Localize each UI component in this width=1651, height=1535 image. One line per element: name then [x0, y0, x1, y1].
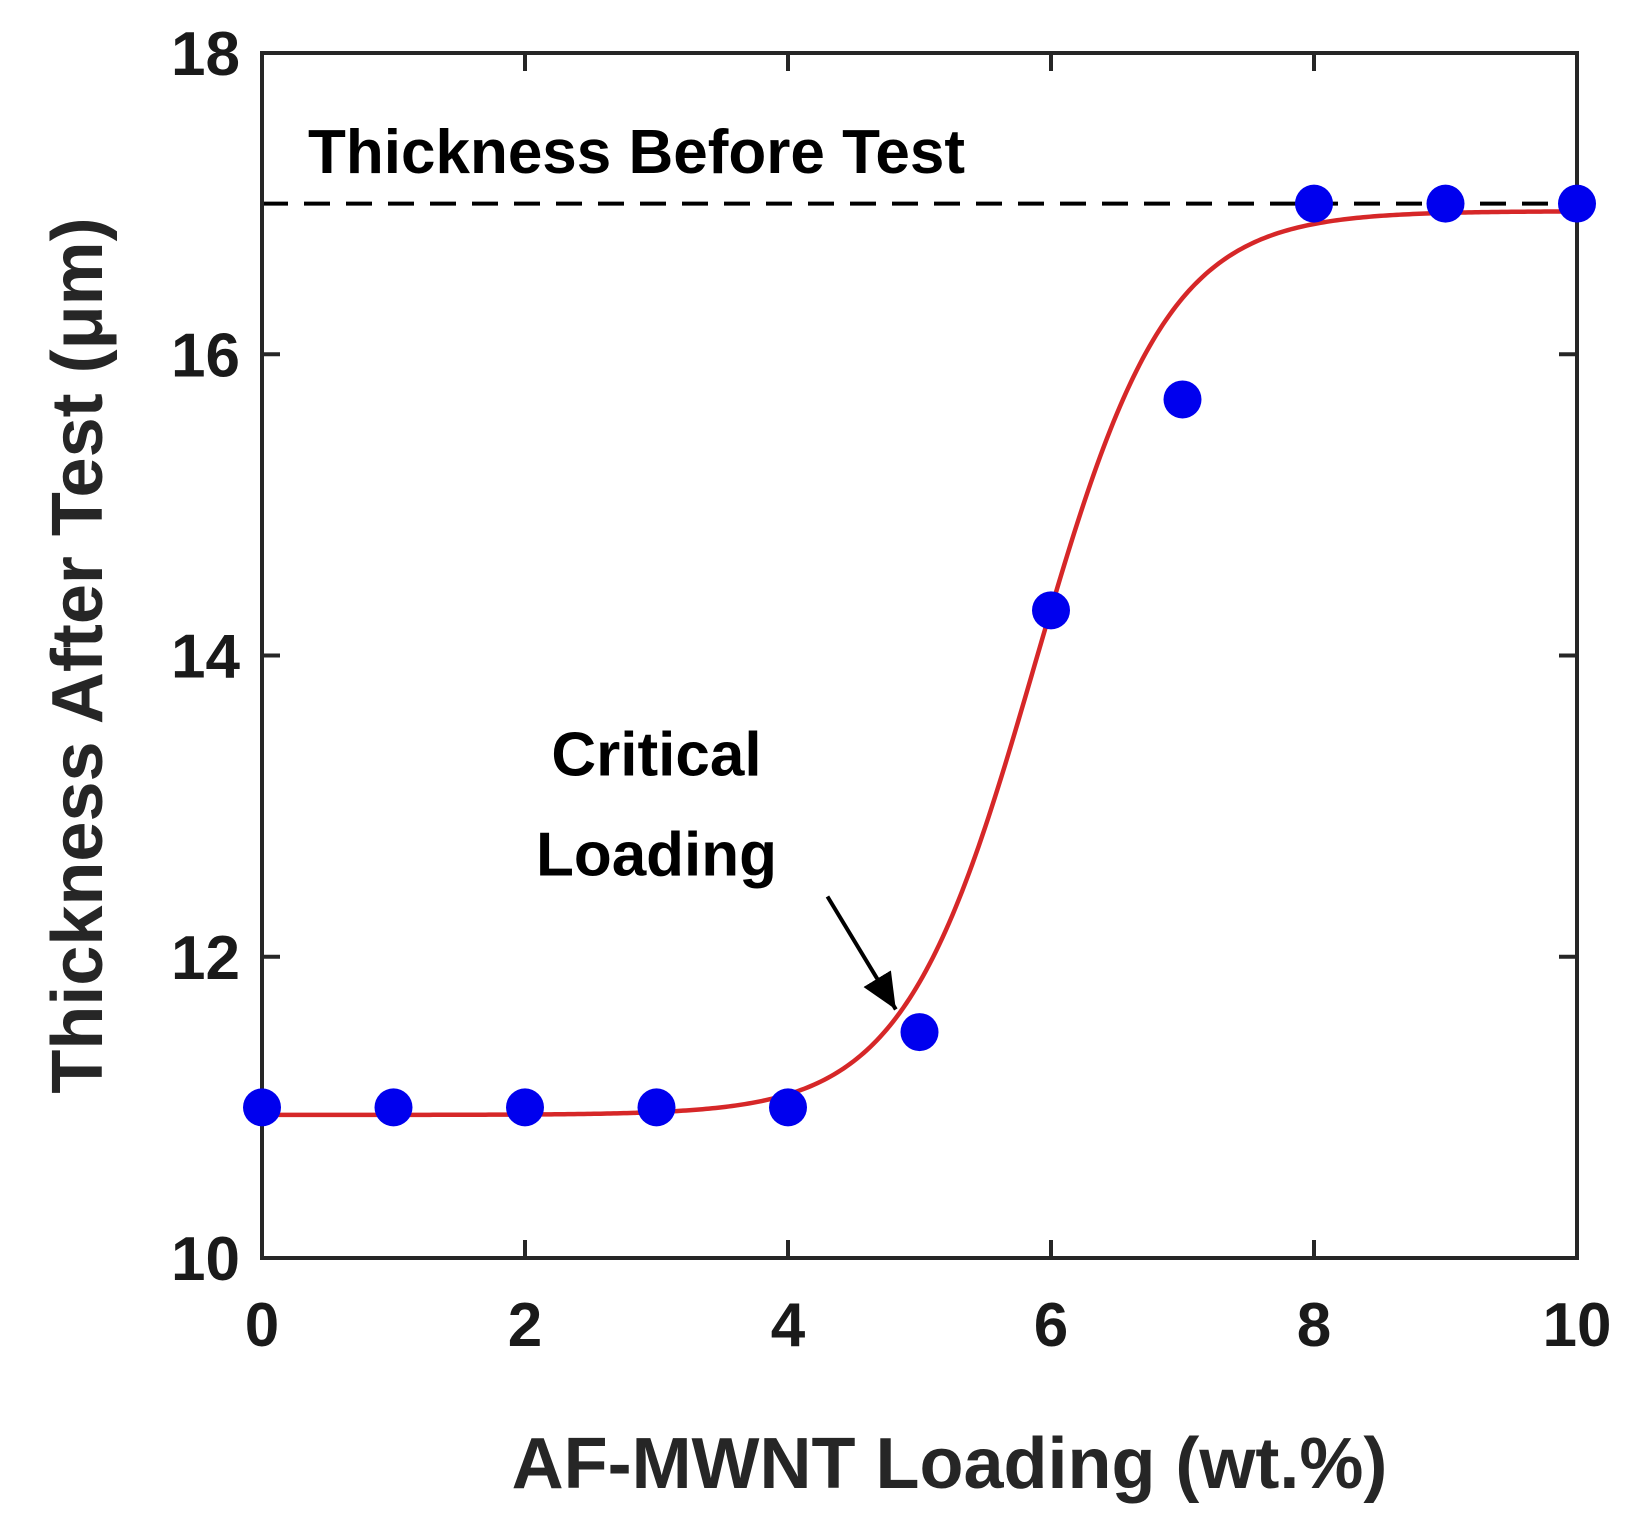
fit-curve-line — [262, 209, 1578, 1118]
x-axis-label: AF-MWNT Loading (wt.%) — [512, 1424, 1388, 1504]
y-tick-label: 14 — [171, 623, 240, 692]
data-point — [374, 1088, 413, 1127]
x-tick-label: 6 — [1034, 1291, 1068, 1360]
x-tick-label: 0 — [245, 1291, 279, 1360]
y-tick-label: 16 — [171, 321, 240, 390]
y-tick-label: 10 — [171, 1225, 240, 1294]
data-point — [243, 1088, 281, 1127]
y-tick-label: 12 — [171, 924, 240, 993]
data-point — [769, 1088, 807, 1127]
x-tick-label: 4 — [771, 1291, 806, 1360]
data-point — [506, 1088, 544, 1127]
data-point — [900, 1013, 939, 1052]
data-point — [1426, 184, 1465, 223]
data-point — [1163, 380, 1202, 419]
annotation-critical-loading-line: Critical — [551, 720, 761, 789]
x-tick-label: 10 — [1543, 1291, 1612, 1360]
data-point — [1295, 184, 1333, 223]
plot-frame — [260, 51, 1579, 1260]
data-point — [637, 1088, 676, 1127]
y-axis-label: Thickness After Test (μm) — [38, 217, 118, 1093]
plot-text-layer: 0 2 4 6 8 10 10 12 14 16 18 AF-MWNT Loading (wt.%) T… — [38, 20, 1611, 1504]
y-tick-label: 18 — [171, 20, 240, 89]
plot-lines-layer — [262, 201, 1578, 1118]
x-tick-label: 2 — [508, 1291, 542, 1360]
annotation-critical-loading-line: Loading — [536, 820, 777, 889]
critical-loading-arrow — [825, 895, 898, 1011]
annotation-thickness-before-test: Thickness Before Test — [308, 118, 965, 187]
plot-frame-layer — [260, 51, 1579, 1260]
data-point — [1558, 184, 1596, 223]
x-tick-label: 8 — [1297, 1291, 1331, 1360]
data-point — [1032, 591, 1070, 630]
plot-points-layer — [243, 184, 1596, 1127]
